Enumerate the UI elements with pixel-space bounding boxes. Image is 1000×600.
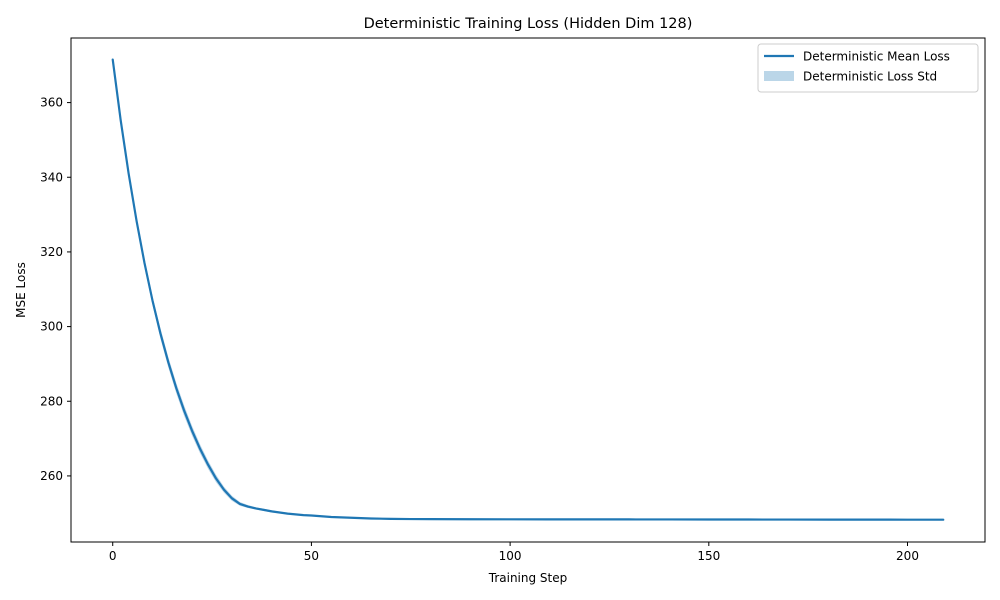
- y-tick-label: 300: [40, 320, 63, 334]
- x-tick-label: 50: [304, 549, 319, 563]
- axes-frame: [70, 37, 986, 543]
- y-tick-label: 280: [40, 394, 63, 408]
- x-tick-label: 200: [896, 549, 919, 563]
- y-axis-label: MSE Loss: [14, 262, 28, 318]
- legend-box: [757, 43, 979, 93]
- legend-label-mean: Deterministic Mean Loss: [803, 50, 950, 64]
- legend-band-swatch: [764, 71, 794, 81]
- x-tick-label: 0: [109, 549, 117, 563]
- x-axis-label: Training Step: [488, 571, 568, 585]
- x-axis: 0 50 100 150 200: [109, 542, 919, 563]
- y-tick-label: 360: [40, 96, 63, 110]
- legend: Deterministic Mean Loss Deterministic Lo…: [757, 43, 979, 93]
- std-band: [112, 59, 944, 520]
- chart-title: Deterministic Training Loss (Hidden Dim …: [364, 16, 693, 32]
- x-tick-label: 150: [697, 549, 720, 563]
- y-tick-label: 320: [40, 245, 63, 259]
- y-axis: 260 280 300 320 340 360: [40, 96, 71, 483]
- mean-loss-line: [111, 58, 945, 521]
- plot-area: [111, 58, 945, 521]
- y-tick-label: 260: [40, 469, 63, 483]
- legend-label-std: Deterministic Loss Std: [803, 70, 937, 84]
- x-tick-label: 100: [499, 549, 522, 563]
- y-tick-label: 340: [40, 170, 63, 184]
